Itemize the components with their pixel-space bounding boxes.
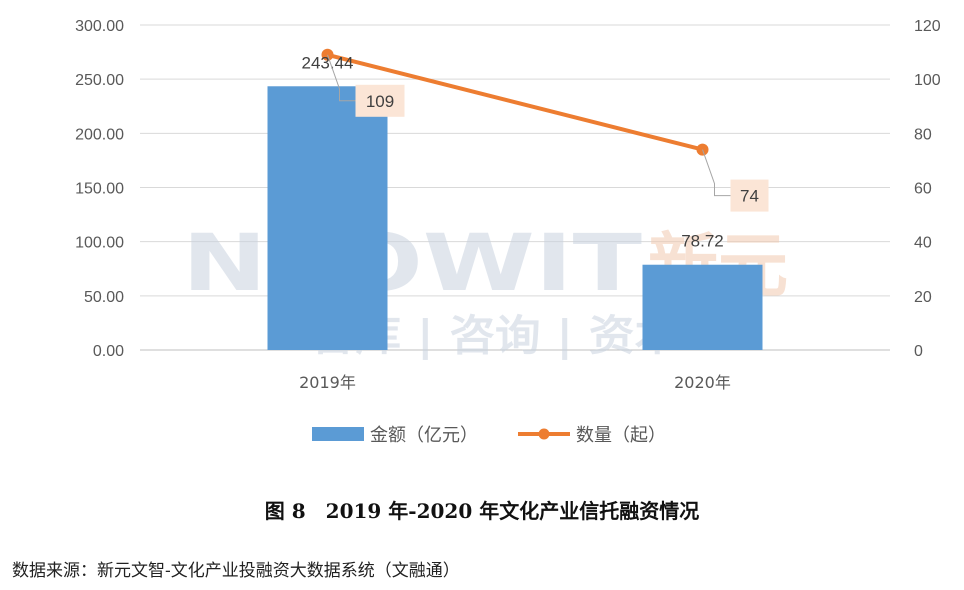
legend: 金额（亿元） 数量（起）: [312, 425, 666, 446]
bar-series: [267, 86, 763, 351]
leader-line: [702, 149, 731, 197]
left-tick-label: 300.00: [75, 18, 124, 35]
left-tick-label: 250.00: [75, 72, 124, 89]
bar-value-label: 243.44: [302, 53, 354, 72]
left-tick-label: 150.00: [75, 181, 124, 198]
left-tick-label: 50.00: [84, 289, 124, 306]
right-tick-label: 0: [914, 343, 923, 360]
right-tick-label: 40: [914, 235, 932, 252]
right-tick-label: 60: [914, 181, 932, 198]
watermark-brand: NEOWIT: [182, 219, 642, 309]
line-label-box: [355, 84, 405, 117]
left-tick-label: 200.00: [75, 126, 124, 143]
figure-caption: 图 8 2019 年-2020 年文化产业信托融资情况: [264, 499, 700, 523]
line-label-box: [730, 179, 769, 212]
legend-label-count: 数量（起）: [576, 425, 666, 446]
bar-value-label: 78.72: [681, 232, 724, 251]
line-value-label: 74: [740, 187, 759, 206]
data-labels: 243.44 78.72 109 74: [302, 53, 769, 251]
left-tick-label: 0.00: [93, 343, 124, 360]
right-tick-label: 20: [914, 289, 932, 306]
data-source: 数据来源：新元文智-文化产业投融资大数据系统（文融通）: [12, 561, 460, 581]
x-axis: 2019年 2020年: [299, 373, 731, 392]
right-tick-label: 120: [914, 18, 941, 35]
legend-swatch-bar: [312, 427, 364, 441]
right-tick-label: 80: [914, 126, 932, 143]
bar: [642, 264, 763, 350]
gridlines: [140, 24, 890, 351]
left-tick-label: 100.00: [75, 235, 124, 252]
bar: [267, 86, 388, 351]
left-axis: 0.00 50.00 100.00 150.00 200.00 250.00 300.00: [75, 18, 124, 360]
right-axis: 0 20 40 60 80 100 120: [914, 18, 941, 360]
right-tick-label: 100: [914, 72, 941, 89]
line-value-label: 109: [366, 92, 394, 111]
x-tick-label: 2020年: [674, 373, 731, 392]
series-line: [327, 52, 703, 152]
legend-swatch-marker: [538, 428, 550, 440]
combo-chart: NEOWIT 新元 智库 | 咨询 | 资本 0.0050.00100.0015…: [75, 18, 941, 446]
leader-line: [327, 54, 356, 102]
legend-label-amount: 金额（亿元）: [370, 425, 478, 446]
x-tick-label: 2019年: [299, 373, 356, 392]
